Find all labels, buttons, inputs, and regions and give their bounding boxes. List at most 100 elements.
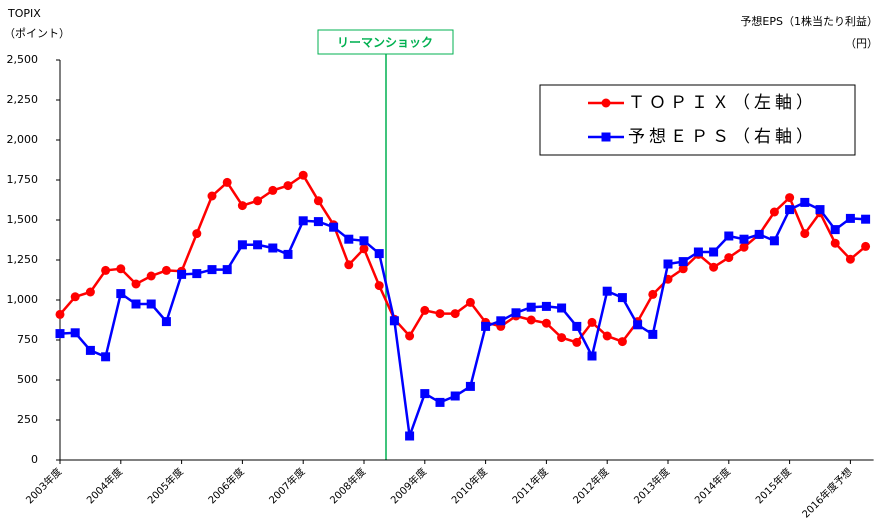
series-marker — [739, 234, 749, 244]
series-marker — [268, 243, 278, 253]
series-marker — [222, 265, 232, 275]
series-marker — [435, 397, 445, 407]
series-marker — [374, 249, 384, 259]
x-tick-label: 2008年度 — [327, 465, 368, 506]
y-title: TOPIX — [7, 7, 41, 20]
y-tick-label: 750 — [17, 333, 38, 346]
series-marker — [283, 249, 293, 259]
series-marker — [329, 222, 339, 232]
series-marker — [617, 293, 627, 303]
series-marker — [268, 185, 278, 195]
series-marker — [222, 177, 232, 187]
x-tick-label: 2005年度 — [145, 465, 186, 506]
series-marker — [541, 318, 551, 328]
series-line — [59, 173, 867, 344]
series-marker — [101, 352, 111, 362]
series-marker — [177, 269, 187, 279]
series-marker — [541, 301, 551, 311]
series-marker — [55, 309, 65, 319]
series-marker — [389, 316, 399, 326]
y-tick-label: 1,750 — [7, 173, 39, 186]
series-marker — [739, 242, 749, 252]
y2-title: 予想EPS（1株当たり利益） — [740, 14, 878, 28]
series-marker — [70, 292, 80, 302]
series-marker — [572, 337, 582, 347]
x-tick-label: 2014年度 — [692, 465, 733, 506]
annotation-box — [317, 29, 454, 55]
x-tick-label: 2006年度 — [205, 465, 246, 506]
series-marker — [769, 236, 779, 246]
series-marker — [861, 214, 871, 224]
series-marker — [146, 299, 156, 309]
series-marker — [587, 351, 597, 361]
legend-box — [539, 84, 856, 156]
series-marker — [815, 205, 825, 215]
series-marker — [617, 337, 627, 347]
series-marker — [101, 265, 111, 275]
series-marker — [192, 269, 202, 279]
series-marker — [253, 240, 263, 250]
x-tick-label: 2013年度 — [631, 465, 672, 506]
x-tick-label: 2003年度 — [23, 465, 64, 506]
series-marker — [830, 225, 840, 235]
series-marker — [131, 279, 141, 289]
legend-label: 予想ＥＰＳ（右軸） — [628, 127, 817, 147]
series-marker — [450, 391, 460, 401]
x-tick-label: 2007年度 — [266, 465, 307, 506]
series-marker — [769, 207, 779, 217]
series-marker — [481, 321, 491, 331]
series-marker — [678, 264, 688, 274]
series-marker — [420, 389, 430, 399]
series-marker — [724, 231, 734, 241]
series-marker — [161, 265, 171, 275]
series-marker — [253, 196, 263, 206]
series-marker — [420, 305, 430, 315]
series-marker — [359, 244, 369, 254]
series-marker — [678, 257, 688, 267]
series-marker — [298, 170, 308, 180]
series-marker — [800, 229, 810, 239]
series-marker — [861, 241, 871, 251]
series-marker — [313, 196, 323, 206]
y-tick-label: 1,500 — [7, 213, 39, 226]
series-marker — [207, 191, 217, 201]
series-marker — [845, 213, 855, 223]
series-marker — [85, 287, 95, 297]
series-marker — [785, 205, 795, 215]
series-marker — [511, 308, 521, 318]
series-marker — [830, 238, 840, 248]
series-marker — [526, 315, 536, 325]
series-marker — [405, 331, 415, 341]
series-marker — [754, 229, 764, 239]
series-marker — [374, 281, 384, 291]
series-marker — [724, 253, 734, 263]
annotation: リーマンショック — [337, 36, 433, 50]
series-marker — [785, 193, 795, 203]
y-tick-label: 250 — [17, 413, 38, 426]
y2-title: （円） — [845, 37, 878, 50]
series-marker — [693, 247, 703, 257]
series-marker — [359, 236, 369, 246]
series-marker — [313, 217, 323, 227]
y-tick-label: 1,250 — [7, 253, 39, 266]
series-marker — [633, 320, 643, 330]
legend-marker — [601, 132, 611, 142]
series-marker — [465, 297, 475, 307]
series-marker — [450, 309, 460, 319]
y-tick-label: 2,500 — [7, 53, 39, 66]
series-marker — [298, 216, 308, 226]
series-marker — [557, 303, 567, 313]
legend-label: ＴＯＰＩＸ（左軸） — [628, 93, 817, 113]
series-marker — [70, 328, 80, 338]
series-marker — [116, 264, 126, 274]
series-marker — [709, 262, 719, 272]
series-marker — [237, 240, 247, 250]
series-marker — [116, 289, 126, 299]
series-marker — [800, 197, 810, 207]
x-tick-label: 2012年度 — [570, 465, 611, 506]
x-tick-label: 2016年度予想 — [799, 465, 854, 520]
series-marker — [146, 271, 156, 281]
series-marker — [526, 302, 536, 312]
y-tick-label: 1,000 — [7, 293, 39, 306]
